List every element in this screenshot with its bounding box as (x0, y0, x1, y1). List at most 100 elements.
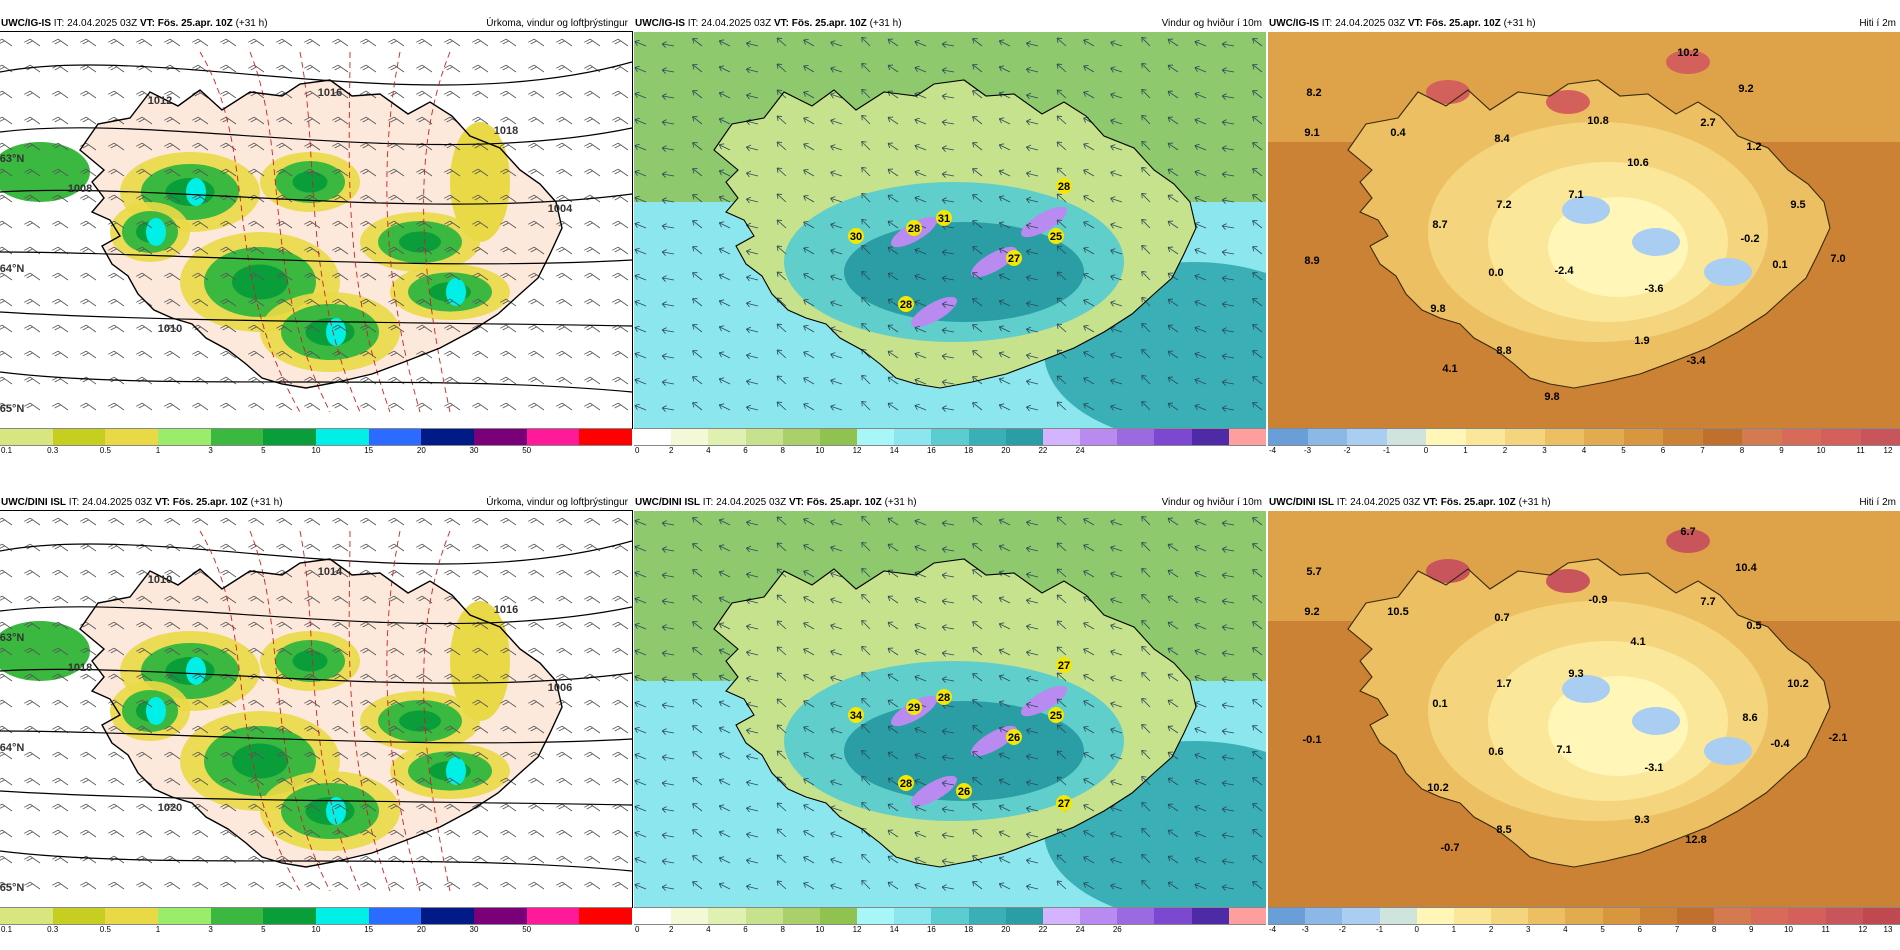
colorbar-swatch (579, 908, 633, 924)
wind-barb (500, 350, 517, 359)
wind-arrow (1110, 144, 1123, 151)
wind-arrow (1167, 725, 1179, 734)
map-value-label: 27 (1058, 798, 1070, 810)
wind-arrow (803, 91, 815, 99)
wind-arrow (887, 324, 899, 333)
wind-barb (556, 376, 573, 385)
wind-arrow (830, 118, 843, 125)
wind-arrow (1056, 880, 1067, 890)
wind-barb (108, 569, 125, 578)
isotherm (199, 51, 301, 413)
wind-arrow (1252, 881, 1263, 890)
wind-arrow (830, 701, 843, 708)
wind-barb (360, 168, 377, 177)
wind-arrow (692, 64, 703, 73)
map-value-label: 8.9 (1304, 255, 1319, 267)
map-value-label: 63°N (0, 153, 24, 165)
wind-arrow (692, 777, 703, 786)
vt-label: VT: (1422, 497, 1438, 508)
map-value-label: 7.7 (1700, 596, 1715, 608)
colorbar-swatch (1005, 429, 1043, 445)
wind-barb (584, 881, 601, 890)
wind-barb (192, 673, 209, 682)
wind-barb (528, 543, 545, 552)
wind-barb (0, 673, 13, 682)
colorbar-tick-label: 3 (1526, 925, 1531, 934)
coastline (713, 558, 1197, 868)
wind-barb (24, 220, 41, 229)
colorbar-tick-label: 15 (364, 925, 374, 934)
wind-barb (108, 90, 125, 99)
wind-arrow (1110, 675, 1123, 682)
wind-arrow (634, 648, 647, 656)
wind-barb (584, 647, 601, 656)
wind-barb (304, 621, 321, 630)
wind-barb (248, 803, 265, 812)
colorbar-swatch (1528, 908, 1566, 924)
wind-arrow (1141, 374, 1151, 385)
colorbar-swatch (857, 429, 895, 445)
wind-barb (584, 699, 601, 708)
cold-area (1562, 196, 1610, 224)
wind-arrow (746, 326, 759, 334)
colorbar-swatch (1117, 429, 1155, 445)
wind-arrow (1252, 168, 1263, 177)
wind-barb (108, 803, 125, 812)
map-value-label: -0.7 (1441, 842, 1460, 854)
wind-barb (164, 350, 181, 359)
speed-marker (1006, 729, 1022, 745)
wind-barb (164, 324, 181, 333)
precip-core (146, 218, 166, 246)
wind-barb (192, 38, 209, 47)
wind-barb (556, 777, 573, 786)
wind-barb (612, 725, 629, 734)
map-value-label: 65°N (0, 882, 24, 894)
wind-arrow (746, 404, 759, 412)
wind-arrow (746, 378, 759, 386)
wind-arrow (1141, 801, 1151, 812)
wind-barb (0, 855, 13, 864)
wind-arrow (830, 196, 843, 203)
wind-arrow (861, 36, 871, 47)
colorbar-tick-label: 4 (706, 925, 711, 934)
wind-barb (0, 699, 13, 708)
wind-barb (164, 90, 181, 99)
map-value-label: 64°N (0, 263, 24, 275)
wind-barb (500, 324, 517, 333)
vt-label: VT: (154, 497, 170, 508)
wind-barb (220, 777, 237, 786)
wind-barb (444, 647, 461, 656)
wind-barb (388, 168, 405, 177)
wind-barb (584, 402, 601, 411)
wind-arrow (1167, 168, 1179, 177)
isotherm (386, 51, 421, 413)
map-value-label: 25 (1050, 231, 1062, 243)
wind-barb (444, 543, 461, 552)
wind-barb (444, 751, 461, 760)
wind-barb (472, 90, 489, 99)
colorbar-tick-label: 9 (1749, 925, 1754, 934)
map-value-label: 9.3 (1634, 814, 1649, 826)
wind-barb (52, 324, 69, 333)
wind-arrow (1141, 348, 1151, 359)
wind-barb (276, 621, 293, 630)
wind-arrow (1252, 194, 1263, 203)
map-value-label: 10.4 (1735, 562, 1757, 574)
wind-map: 28 30 28 31 27 25 28 (634, 32, 1266, 428)
gust-area (971, 246, 1017, 278)
wind-arrow (1110, 222, 1123, 229)
wind-barb (164, 621, 181, 630)
colorbar-tick-label: 1 (155, 925, 161, 934)
wind-barb (472, 829, 489, 838)
wind-arrow (1167, 324, 1179, 333)
wind-arrow (1252, 777, 1263, 786)
wind-barb (500, 376, 517, 385)
wind-arrow (661, 93, 675, 100)
wind-arrow (1141, 879, 1151, 890)
wind-arrow (861, 88, 871, 99)
wind-arrow (1194, 596, 1207, 604)
cold-area (1632, 228, 1680, 256)
wind-arrow (746, 727, 759, 735)
wind-barb (472, 595, 489, 604)
wind-barb (0, 220, 13, 229)
